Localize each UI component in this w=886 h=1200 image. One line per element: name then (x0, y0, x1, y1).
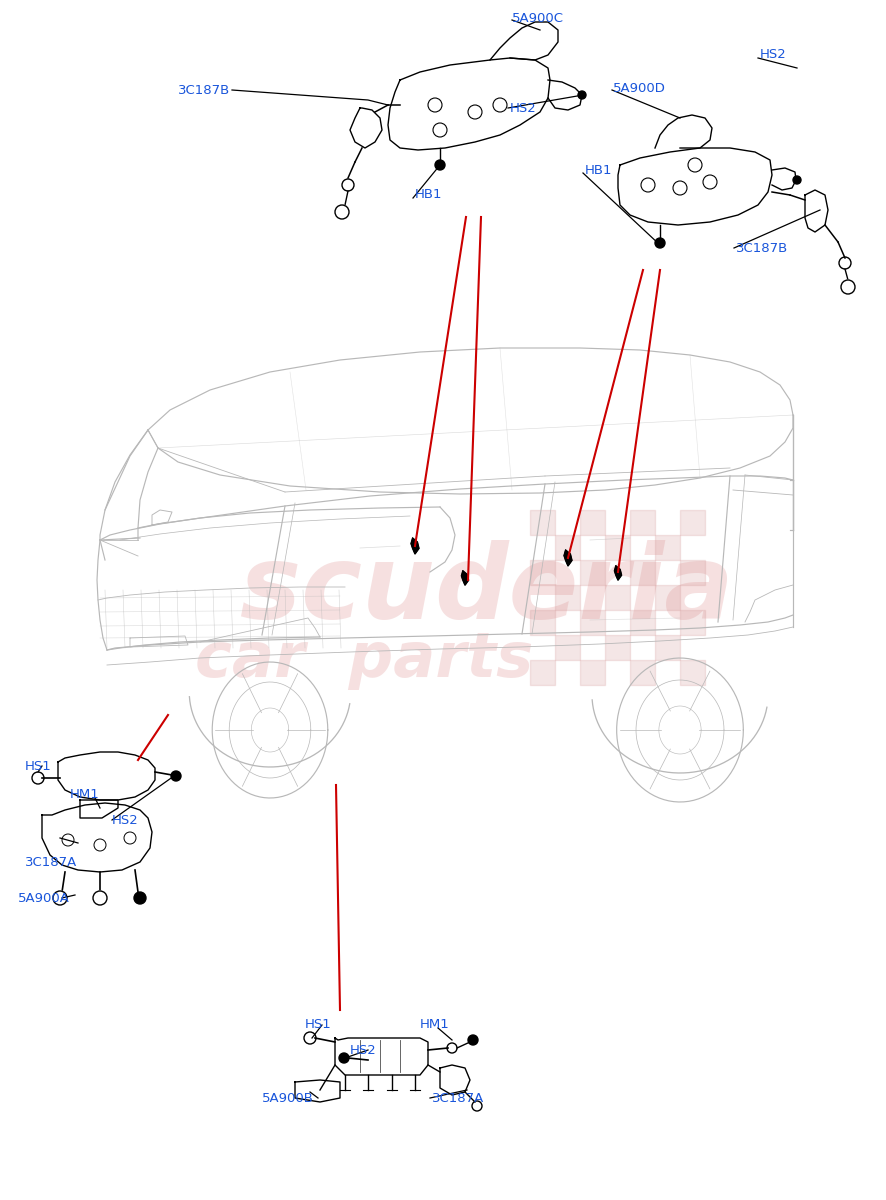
Polygon shape (462, 571, 469, 586)
Circle shape (655, 238, 665, 248)
Bar (680, 510, 705, 535)
Bar (555, 584, 580, 610)
Polygon shape (440, 1066, 470, 1094)
Bar (605, 584, 630, 610)
Circle shape (435, 160, 445, 170)
Bar (580, 610, 605, 635)
Circle shape (53, 890, 67, 905)
Text: 3C187B: 3C187B (736, 241, 789, 254)
Circle shape (578, 91, 586, 98)
Text: 5A900C: 5A900C (512, 12, 564, 24)
Text: 3C187B: 3C187B (178, 84, 230, 96)
Bar (680, 660, 705, 685)
Polygon shape (80, 800, 118, 818)
Text: HS2: HS2 (510, 102, 537, 114)
Bar (630, 560, 655, 584)
Polygon shape (388, 58, 550, 150)
Text: 5A900D: 5A900D (613, 82, 666, 95)
Text: 5A900A: 5A900A (18, 892, 70, 905)
Polygon shape (618, 148, 772, 226)
Text: HS2: HS2 (112, 814, 139, 827)
Bar (530, 510, 555, 535)
Text: HM1: HM1 (70, 788, 100, 802)
Bar (530, 660, 555, 685)
Bar (580, 560, 605, 584)
Polygon shape (411, 538, 419, 554)
Bar (680, 610, 705, 635)
Polygon shape (335, 1038, 428, 1075)
Text: car  parts: car parts (195, 630, 533, 690)
Text: HB1: HB1 (585, 163, 612, 176)
Text: HS2: HS2 (350, 1044, 377, 1056)
Bar (530, 560, 555, 584)
Bar (680, 560, 705, 584)
Polygon shape (655, 115, 712, 148)
Bar (605, 635, 630, 660)
Polygon shape (42, 803, 152, 872)
Bar (580, 510, 605, 535)
Text: 3C187A: 3C187A (432, 1092, 485, 1104)
Circle shape (134, 892, 146, 904)
Text: HS1: HS1 (305, 1019, 331, 1032)
Polygon shape (295, 1080, 340, 1102)
Circle shape (339, 1054, 349, 1063)
Circle shape (468, 1034, 478, 1045)
Bar (655, 535, 680, 560)
Circle shape (93, 890, 107, 905)
Circle shape (171, 770, 181, 781)
Bar (655, 584, 680, 610)
Bar (630, 660, 655, 685)
Polygon shape (350, 108, 382, 148)
Polygon shape (772, 168, 796, 190)
Text: HM1: HM1 (420, 1019, 450, 1032)
Bar (530, 610, 555, 635)
Bar (580, 660, 605, 685)
Polygon shape (58, 752, 155, 800)
Polygon shape (614, 565, 622, 581)
Polygon shape (548, 80, 582, 110)
Polygon shape (490, 22, 558, 60)
Bar (630, 610, 655, 635)
Bar (555, 635, 580, 660)
Circle shape (793, 176, 801, 184)
Bar (630, 510, 655, 535)
Bar (555, 535, 580, 560)
Text: scuderia: scuderia (240, 540, 734, 641)
Text: HS1: HS1 (25, 760, 51, 773)
Circle shape (335, 205, 349, 218)
Text: HS2: HS2 (760, 48, 787, 61)
Bar (655, 635, 680, 660)
Circle shape (841, 280, 855, 294)
Text: 3C187A: 3C187A (25, 856, 77, 869)
Polygon shape (805, 190, 828, 232)
Text: 5A900B: 5A900B (262, 1092, 314, 1104)
Polygon shape (564, 550, 572, 566)
Text: HB1: HB1 (415, 188, 442, 202)
Bar (605, 535, 630, 560)
